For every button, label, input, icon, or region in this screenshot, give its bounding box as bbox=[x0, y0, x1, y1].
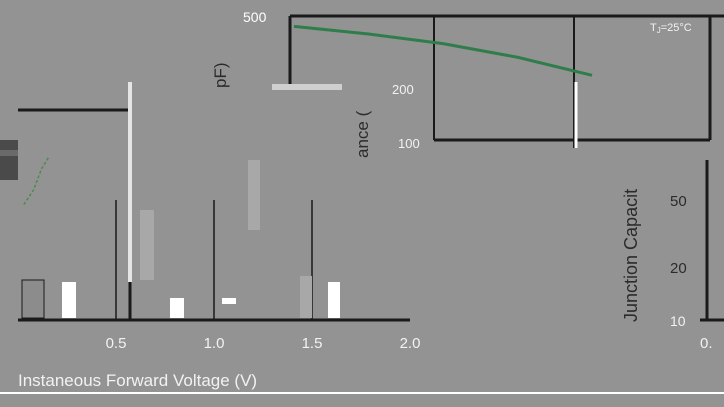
forward-voltage-series-line bbox=[23, 155, 50, 205]
cap-ylabel-fragment-top: pF) bbox=[211, 63, 230, 89]
left-edge-strip bbox=[0, 140, 18, 180]
artifact-block bbox=[62, 282, 76, 318]
artifact-block bbox=[300, 276, 312, 318]
artifact-block bbox=[222, 298, 236, 304]
cap-y-tick-100: 100 bbox=[398, 136, 420, 151]
artifact-block bbox=[170, 298, 184, 318]
capacitance-chart: 500 200 100 50 20 10 0. TJ=25°C pF) ance… bbox=[211, 9, 724, 352]
cap-ylabel-fragment-bottom: Junction Capacit bbox=[621, 189, 641, 322]
cap-y-tick-50: 50 bbox=[670, 193, 687, 210]
artifact-block bbox=[21, 279, 45, 319]
cap-y-tick-20: 20 bbox=[670, 260, 687, 277]
plot-artifacts bbox=[21, 82, 342, 319]
cap-y-tick-10: 10 bbox=[670, 313, 686, 329]
forward-voltage-x-tick-label: 2.0 bbox=[400, 335, 421, 352]
forward-voltage-series-group bbox=[23, 155, 50, 205]
capacitance-series-line bbox=[293, 24, 593, 77]
junction-temperature-annotation: TJ=25°C bbox=[650, 22, 692, 35]
forward-voltage-x-tick-label: 1.0 bbox=[204, 335, 225, 352]
forward-voltage-x-tick-label: 1.5 bbox=[302, 335, 323, 352]
annotation-rest: =25°C bbox=[661, 22, 692, 34]
artifact-block bbox=[248, 160, 260, 230]
forward-voltage-x-tick-label: 0.5 bbox=[106, 335, 127, 352]
cap-y-tick-200: 200 bbox=[392, 82, 414, 97]
annotation-main: T bbox=[650, 22, 657, 34]
cap-x-tick-fragment: 0. bbox=[700, 335, 713, 352]
annotation-sub: J bbox=[657, 26, 661, 35]
forward-voltage-chart: 0.5 1.0 1.5 2.0 Instaneous Forward Voltage … bbox=[0, 82, 724, 394]
cap-y-tick-500: 500 bbox=[243, 9, 267, 25]
left-edge-strip-lower bbox=[0, 150, 18, 156]
artifact-block bbox=[328, 282, 340, 318]
artifact-block bbox=[128, 82, 132, 282]
cap-ylabel-fragment-mid: ance ( bbox=[353, 110, 372, 158]
forward-voltage-x-ticks: 0.5 1.0 1.5 2.0 bbox=[106, 335, 421, 352]
artifact-block bbox=[140, 210, 154, 280]
artifact-block bbox=[272, 84, 342, 90]
forward-voltage-x-axis-label: Instaneous Forward Voltage (V) bbox=[18, 371, 257, 390]
capacitance-series-group bbox=[293, 24, 593, 77]
